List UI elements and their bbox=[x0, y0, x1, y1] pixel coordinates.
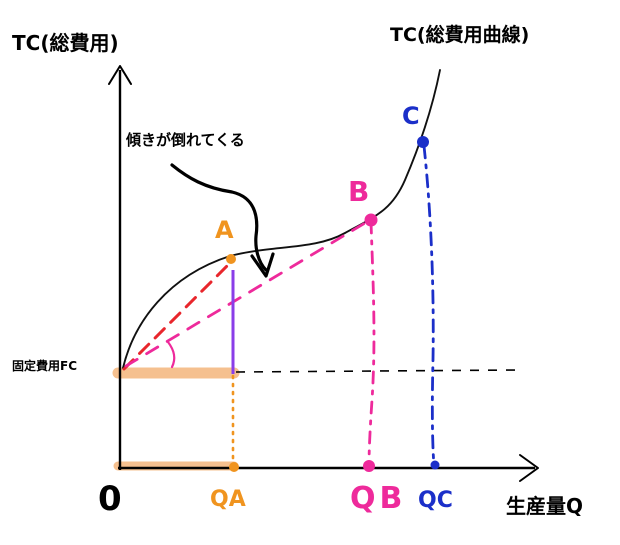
red-dashed-slope-line-a bbox=[122, 258, 235, 371]
total-cost-curve bbox=[122, 69, 441, 369]
y-axis-arrowhead bbox=[108, 65, 132, 85]
x-axis-label: 生産量Q bbox=[506, 494, 584, 518]
point-a-marker bbox=[226, 254, 236, 264]
y-axis-label: TC(総費用) bbox=[12, 31, 119, 55]
point-b-marker bbox=[364, 213, 378, 227]
qa-label: QA bbox=[210, 487, 246, 512]
qb-marker bbox=[363, 460, 375, 472]
qc-marker bbox=[430, 460, 440, 470]
annotation-arrow-head bbox=[250, 252, 275, 278]
fixed-cost-dashed-line bbox=[235, 369, 521, 373]
magenta-dashed-slope-line-b bbox=[124, 218, 372, 368]
point-a-label: A bbox=[215, 216, 234, 244]
blue-dashed-drop-c bbox=[422, 144, 436, 468]
fixed-cost-label: 固定費用FC bbox=[12, 359, 78, 373]
point-c-marker bbox=[417, 136, 429, 148]
point-c-label: C bbox=[402, 102, 420, 130]
angle-arc bbox=[166, 340, 176, 369]
qa-marker bbox=[229, 462, 239, 472]
annotation-arrow bbox=[170, 163, 268, 272]
origin-label: 0 bbox=[98, 479, 122, 519]
slope-annotation-text: 傾きが倒れてくる bbox=[126, 131, 245, 149]
qb-label: QB bbox=[350, 481, 407, 516]
point-b-label: B bbox=[348, 175, 370, 208]
curve-label: TC(総費用曲線) bbox=[390, 24, 530, 46]
qc-label: QC bbox=[418, 488, 453, 513]
x-axis-arrowhead bbox=[519, 454, 539, 482]
magenta-dashed-drop-b bbox=[367, 220, 376, 468]
